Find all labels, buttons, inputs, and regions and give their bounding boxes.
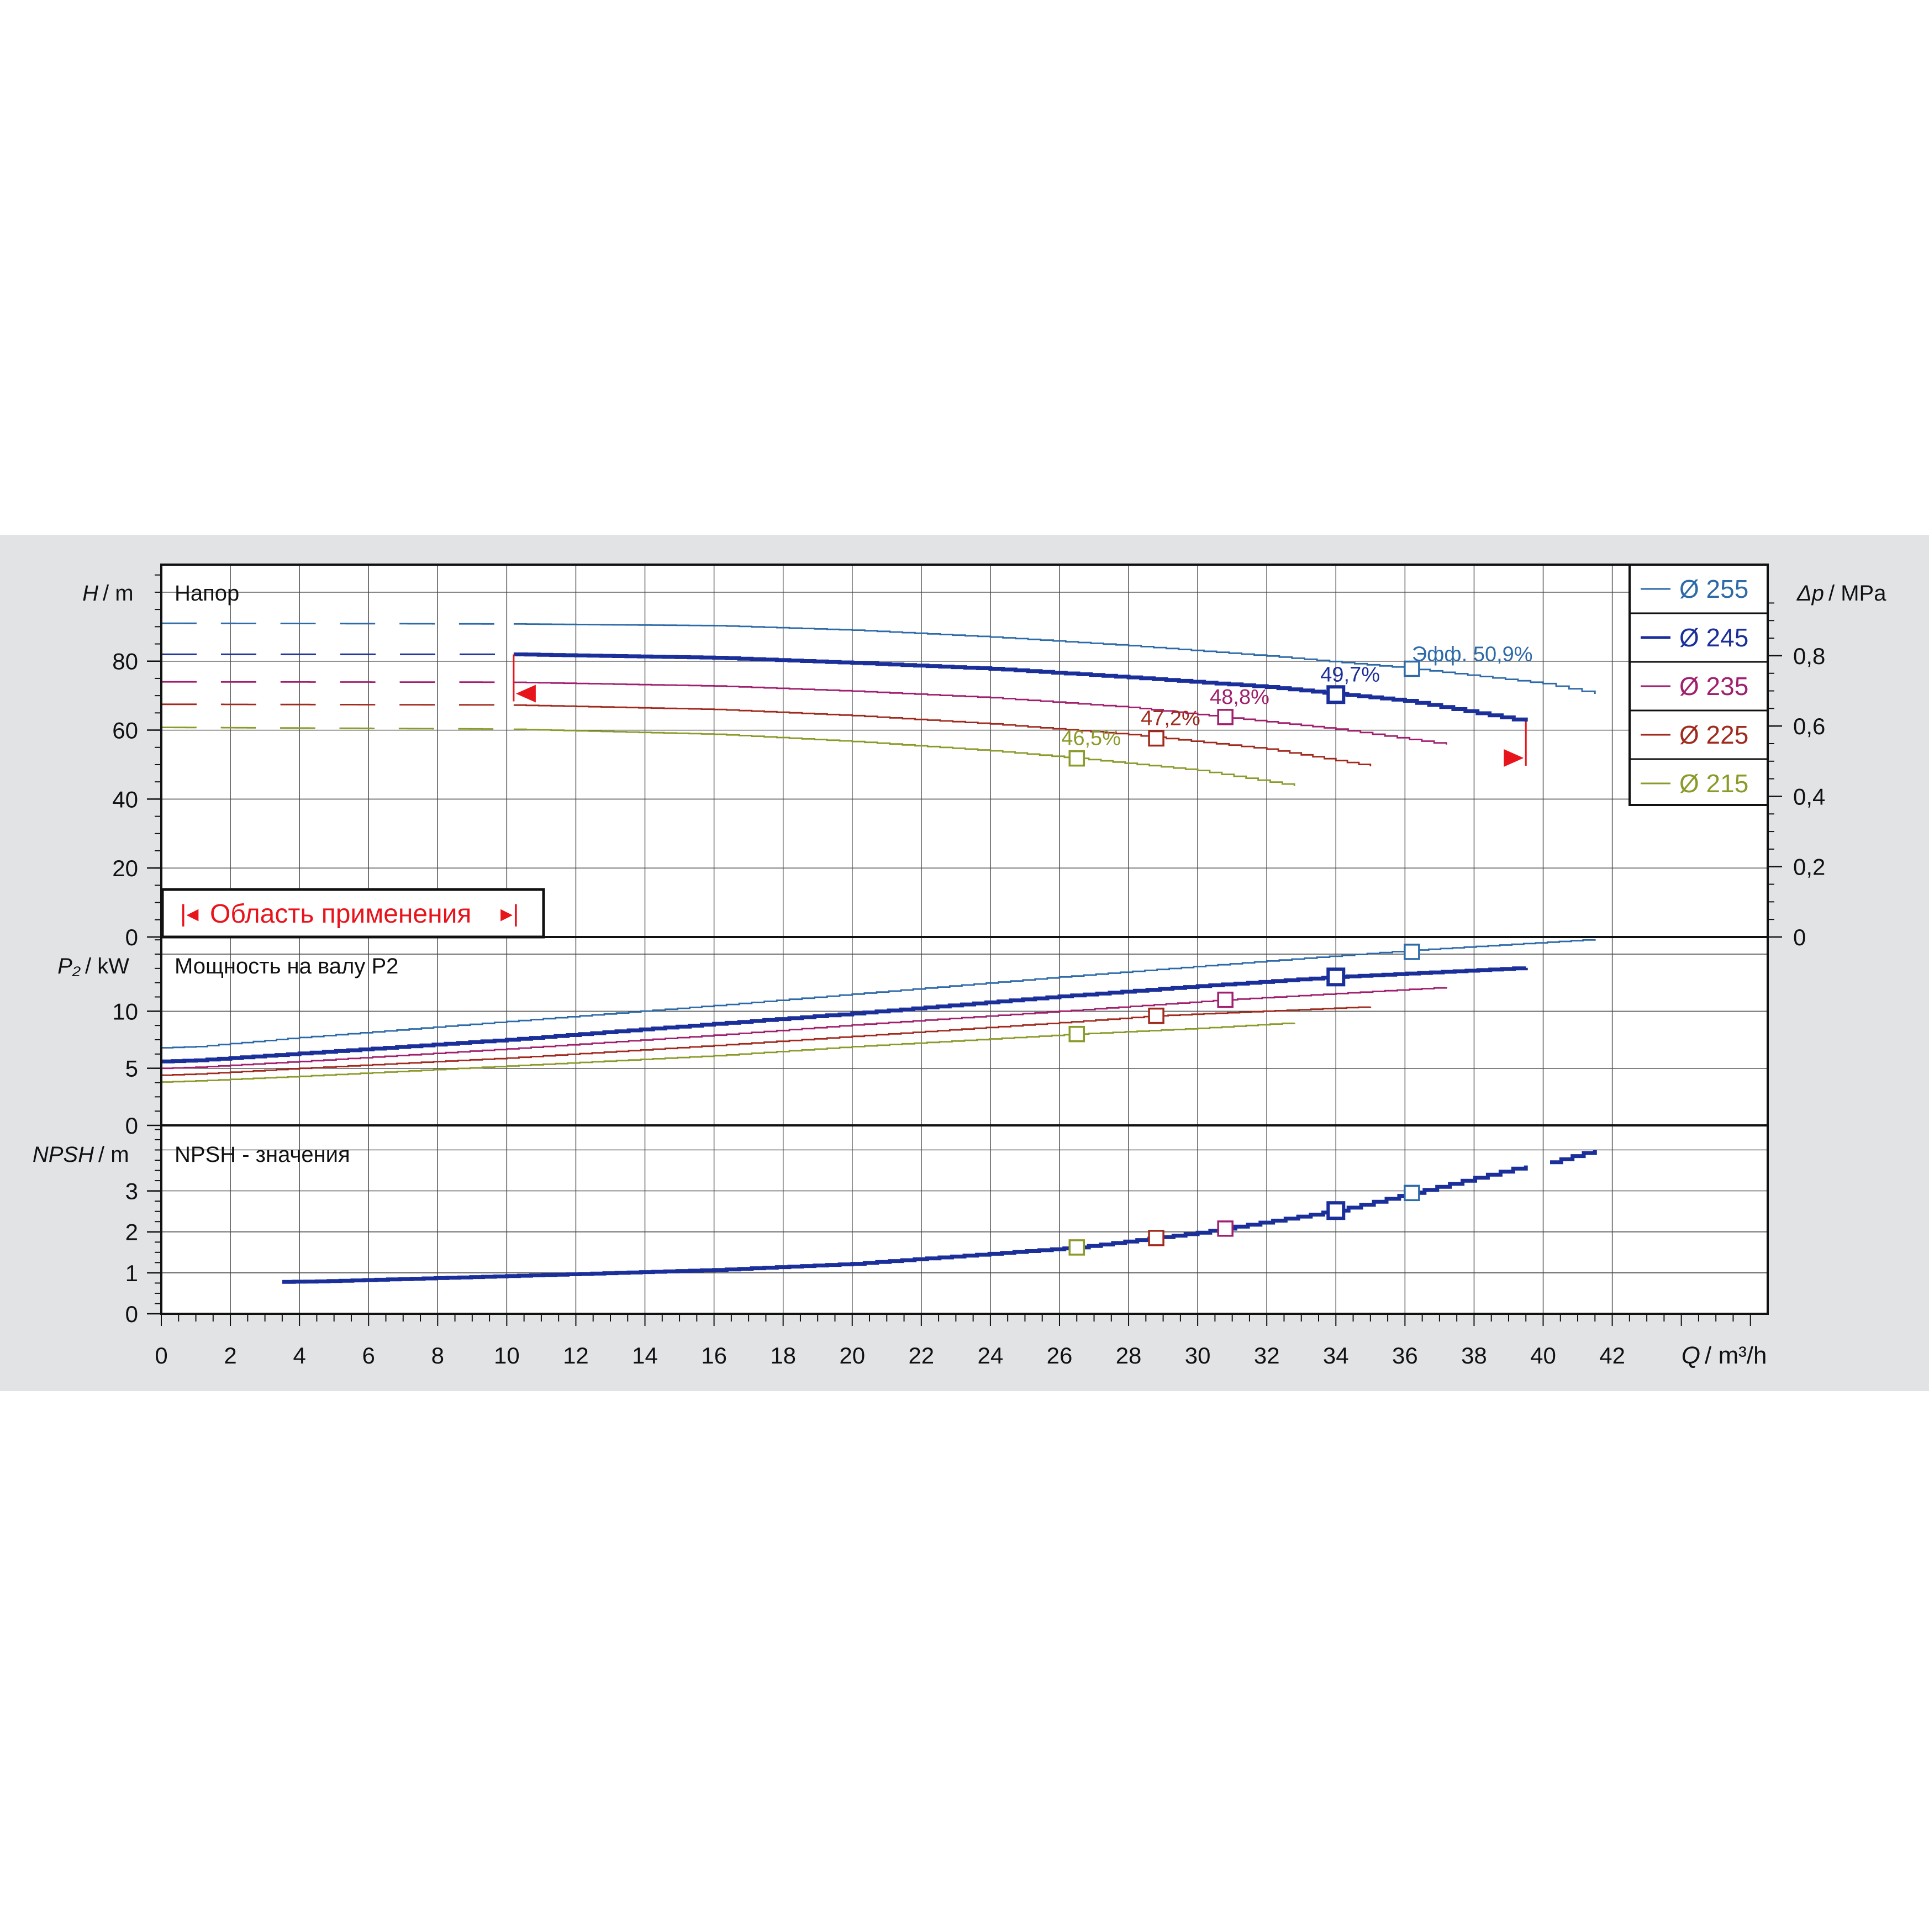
pressure-y-unit: / MPa: [1828, 581, 1886, 606]
efficiency-label: 46,5%: [1061, 727, 1121, 750]
power-y-symbol: P₂: [57, 954, 81, 978]
y-tick-label: 10: [112, 998, 138, 1024]
legend-label: Ø 255: [1679, 575, 1748, 603]
x-tick-label: 42: [1599, 1343, 1625, 1368]
legend-label: Ø 215: [1679, 769, 1748, 798]
x-tick-label: 30: [1185, 1343, 1211, 1368]
x-tick-label: 16: [701, 1343, 727, 1368]
npsh-panel-title: NPSH - значения: [175, 1143, 350, 1167]
pressure-y-label: Δp / MPa: [1796, 581, 1886, 606]
application-range-label: Область применения: [210, 899, 471, 929]
legend-label: Ø 235: [1679, 672, 1748, 701]
x-tick-label: 4: [293, 1343, 305, 1368]
operating-point-marker: [1069, 751, 1084, 766]
operating-point-marker: [1069, 1027, 1084, 1041]
head-panel-title: Напор: [175, 581, 239, 606]
y-tick-label: 80: [112, 649, 138, 675]
y-tick-label: 0: [125, 1113, 138, 1139]
x-tick-label: 26: [1047, 1343, 1073, 1368]
right-tick-label: 0,8: [1793, 643, 1825, 669]
y-tick-label: 0: [125, 1301, 138, 1327]
efficiency-label: 47,2%: [1141, 707, 1200, 730]
y-tick-label: 60: [112, 718, 138, 744]
operating-point-marker: [1405, 1186, 1419, 1200]
head-y-symbol: H: [82, 581, 98, 606]
x-tick-label: 20: [839, 1343, 865, 1368]
operating-point-marker: [1218, 1222, 1232, 1236]
efficiency-label: 49,7%: [1320, 663, 1380, 686]
right-tick-label: 0,4: [1793, 783, 1825, 809]
right-tick-label: 0: [1793, 924, 1806, 950]
x-tick-label: 14: [632, 1343, 658, 1368]
legend-label: Ø 225: [1679, 720, 1748, 749]
operating-point-marker: [1149, 1231, 1163, 1245]
pressure-y-symbol: Δp: [1796, 581, 1824, 606]
right-tick-label: 0,2: [1793, 854, 1825, 880]
x-tick-label: 2: [224, 1343, 236, 1368]
npsh-y-symbol: NPSH: [33, 1143, 94, 1167]
operating-point-marker: [1149, 1009, 1163, 1023]
npsh-y-label: NPSH / m: [33, 1143, 129, 1167]
x-tick-label: 22: [908, 1343, 934, 1368]
y-tick-label: 40: [112, 786, 138, 812]
x-tick-label: 38: [1461, 1343, 1487, 1368]
x-axis-label: Q / m³/h: [1682, 1342, 1767, 1369]
x-tick-label: 6: [362, 1343, 375, 1368]
x-tick-label: 12: [563, 1343, 589, 1368]
operating-point-marker: [1328, 969, 1343, 985]
y-tick-label: 0: [125, 924, 138, 950]
x-axis-unit: / m³/h: [1705, 1342, 1767, 1369]
head-y-unit: / m: [103, 581, 134, 606]
efficiency-label: Эфф. 50,9%: [1412, 643, 1533, 666]
y-tick-label: 20: [112, 855, 138, 881]
efficiency-label: 48,8%: [1210, 686, 1269, 709]
x-tick-label: 36: [1392, 1343, 1418, 1368]
npsh-y-unit: / m: [98, 1143, 129, 1167]
y-tick-label: 3: [125, 1178, 138, 1204]
x-axis-symbol: Q: [1682, 1342, 1700, 1369]
operating-point-marker: [1405, 945, 1419, 959]
power-y-unit: / kW: [85, 954, 129, 978]
power-panel-title: Мощность на валу Р2: [175, 954, 398, 978]
power-y-label: P₂ / kW: [57, 954, 129, 978]
application-range-box: |◂ Область применения ▸|: [162, 889, 544, 937]
operating-point-marker: [1328, 1203, 1343, 1218]
operating-point-marker: [1149, 731, 1163, 746]
y-tick-label: 5: [125, 1056, 138, 1082]
x-tick-label: 34: [1323, 1343, 1349, 1368]
operating-point-marker: [1218, 710, 1232, 724]
plot-area: [161, 565, 1768, 1314]
operating-point-marker: [1069, 1240, 1084, 1255]
operating-point-marker: [1218, 993, 1232, 1007]
x-tick-label: 18: [770, 1343, 796, 1368]
head-y-label: H / m: [82, 581, 133, 606]
x-tick-label: 40: [1530, 1343, 1556, 1368]
x-tick-label: 28: [1116, 1343, 1142, 1368]
x-tick-label: 10: [494, 1343, 520, 1368]
application-range-left-arrow-icon: |◂: [180, 900, 199, 927]
right-tick-label: 0,6: [1793, 713, 1825, 739]
y-tick-label: 1: [125, 1260, 138, 1286]
operating-point-marker: [1328, 687, 1343, 702]
x-tick-label: 0: [155, 1343, 167, 1368]
legend: Ø 255 Ø 245 Ø 235 Ø 225 Ø 215: [1630, 565, 1768, 805]
legend-label: Ø 245: [1679, 623, 1748, 652]
application-range-right-arrow-icon: ▸|: [500, 900, 519, 927]
x-tick-label: 32: [1254, 1343, 1280, 1368]
y-tick-label: 2: [125, 1219, 138, 1245]
x-tick-label: 24: [978, 1343, 1004, 1368]
x-tick-label: 8: [431, 1343, 444, 1368]
